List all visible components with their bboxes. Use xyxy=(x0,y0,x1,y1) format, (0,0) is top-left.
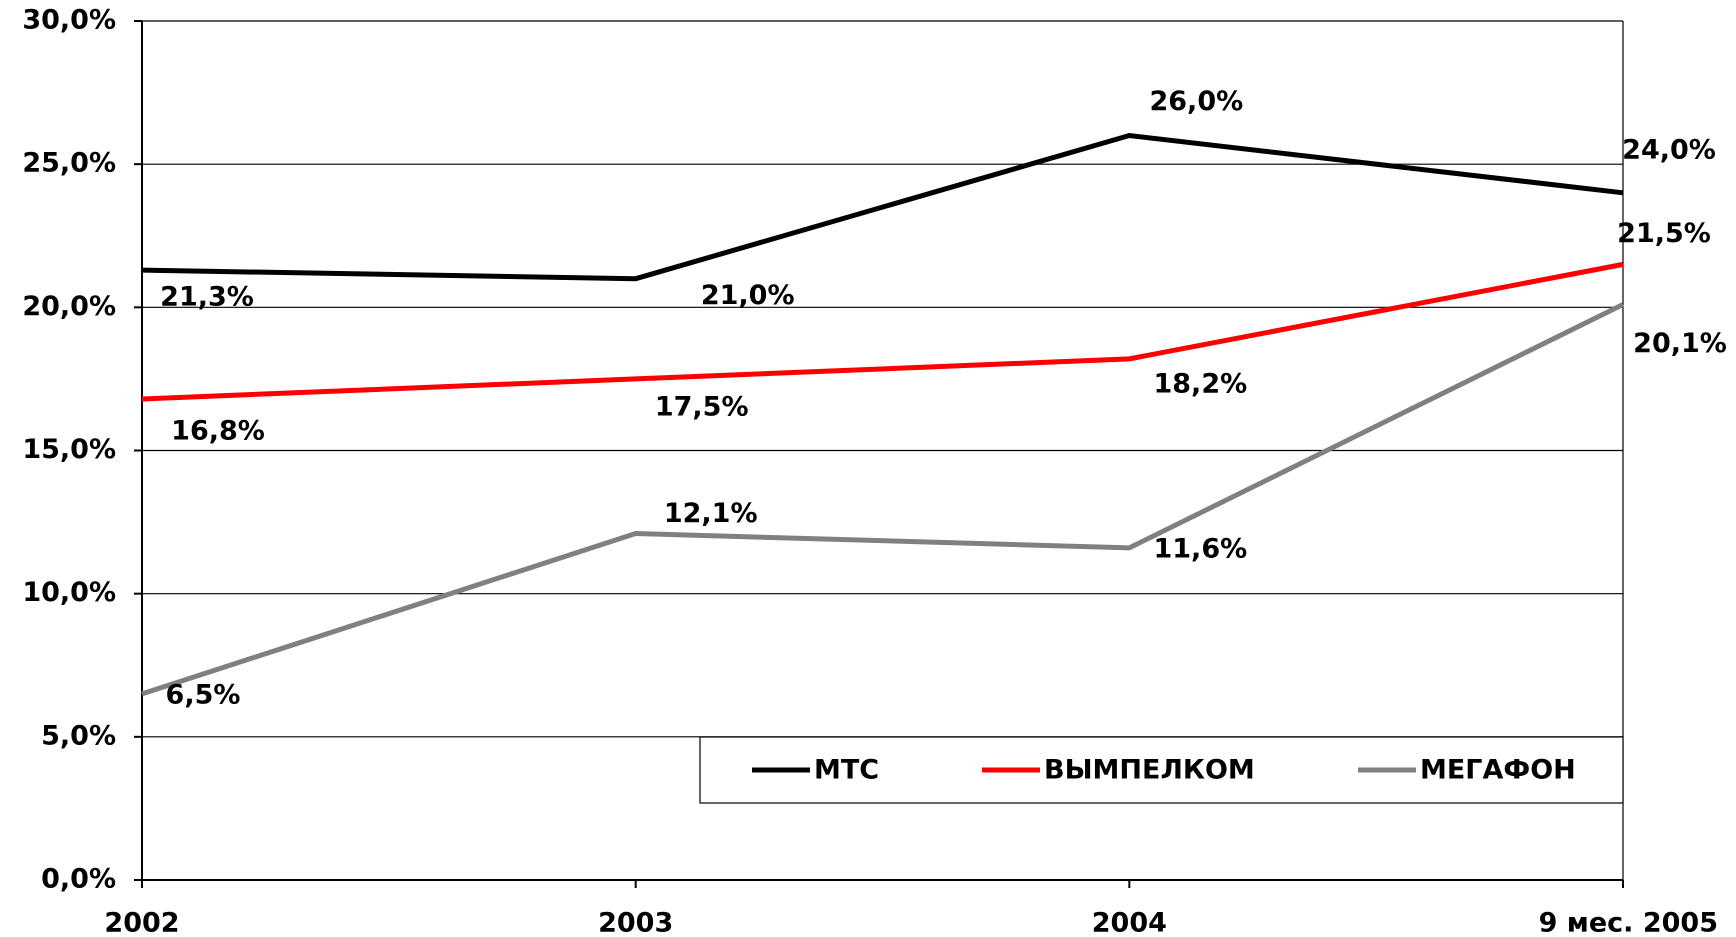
data-label: 21,3% xyxy=(160,282,254,313)
series-line xyxy=(141,132,1624,282)
legend-box xyxy=(699,736,1624,804)
data-label: 20,1% xyxy=(1633,328,1727,359)
series-line xyxy=(141,261,1624,402)
data-label: 21,0% xyxy=(701,280,795,311)
series-line xyxy=(141,302,1625,697)
data-label: 12,1% xyxy=(664,498,758,529)
data-label: 11,6% xyxy=(1153,533,1247,564)
y-tick-label: 30,0% xyxy=(22,5,116,36)
y-tick-label: 25,0% xyxy=(22,148,116,179)
data-label: 26,0% xyxy=(1149,86,1243,117)
y-tick-label: 10,0% xyxy=(22,577,116,608)
data-label: 24,0% xyxy=(1622,134,1716,165)
legend-label: МТС xyxy=(814,755,879,786)
data-label: 6,5% xyxy=(166,679,241,710)
legend-label: ВЫМПЕЛКОМ xyxy=(1044,755,1255,786)
x-tick-label: 2003 xyxy=(598,908,673,937)
legend-label: МЕГАФОН xyxy=(1420,755,1576,786)
x-tick-label: 2002 xyxy=(104,908,179,937)
data-label: 21,5% xyxy=(1617,218,1711,249)
y-tick-label: 0,0% xyxy=(41,864,116,895)
y-tick-label: 20,0% xyxy=(22,291,116,322)
y-tick-label: 15,0% xyxy=(22,434,116,465)
data-label: 18,2% xyxy=(1153,368,1247,399)
data-label: 17,5% xyxy=(655,391,749,422)
data-label: 16,8% xyxy=(171,415,265,446)
y-tick-label: 5,0% xyxy=(41,720,116,751)
x-tick-label: 9 мес. 2005 xyxy=(1539,908,1718,937)
x-tick-label: 2004 xyxy=(1092,908,1167,937)
